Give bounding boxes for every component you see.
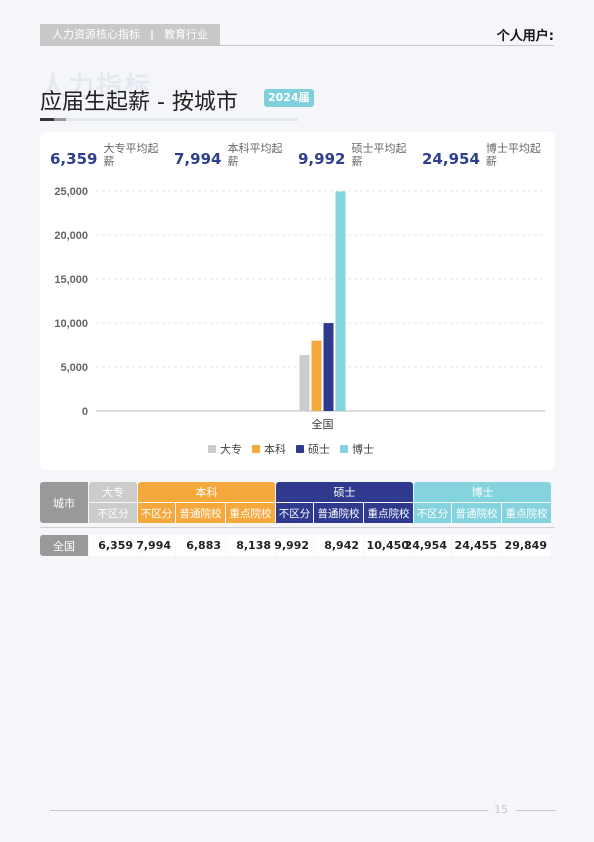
legend-label: 博士 [352,443,374,456]
stat-shuoshi: 9,992 硕士平均起薪 [298,142,413,168]
table-cell: 24,954 [405,535,451,556]
table-subheader: 重点院校 [502,503,551,523]
table-cell: 8,942 [314,535,363,556]
table-cell: 10,450 [364,535,413,556]
table-subheader: 不区分 [414,503,451,523]
y-tick-label: 5,000 [60,362,88,374]
user-label: 个人用户: [496,29,554,44]
stat-label: 硕士平均起薪 [351,142,407,168]
stat-label: 大专平均起薪 [103,142,159,168]
legend-swatch [252,445,260,453]
legend-item: 博士 [340,441,374,457]
y-tick-label: 10,000 [54,318,88,330]
y-tick-label: 20,000 [54,230,88,242]
table-cell: 8,138 [226,535,275,556]
stat-label: 本科平均起薪 [227,142,283,168]
table-subheader: 普通院校 [176,503,225,523]
bar-硕士 [323,323,334,411]
stat-value: 9,992 [298,150,346,168]
table-header-group: 硕士 [276,482,413,502]
table-header-city: 城市 [40,482,88,523]
table-subheader: 普通院校 [314,503,363,523]
legend-label: 硕士 [308,443,330,456]
title-underline [40,118,298,121]
table-cell: 29,849 [502,535,551,556]
bar-大专 [299,355,310,411]
table-subheader: 普通院校 [452,503,501,523]
report-tag: 人力资源核心指标 | 教育行业 [40,24,221,45]
footer-divider [50,810,488,811]
salary-bar-chart: 0 5,000 10,000 15,000 20,000 25,000 全国 [54,186,545,431]
y-tick-label: 15,000 [54,274,88,286]
table-subheader: 重点院校 [226,503,275,523]
stat-value: 6,359 [50,150,98,168]
table-header-group: 博士 [414,482,551,502]
legend-item: 大专 [208,441,242,457]
page-number: 15 [494,803,508,816]
bar-博士 [335,191,346,411]
table-cell: 24,455 [452,535,501,556]
section-watermark: 人力指标 [40,72,153,102]
year-badge: 2024届 [264,89,314,107]
footer-divider [516,810,556,811]
table-subheader: 不区分 [89,503,137,523]
report-industry: 教育行业 [164,28,209,41]
table-divider [40,527,555,528]
report-category: 人力资源核心指标 [52,28,140,41]
chart-legend: 大专 本科 硕士 博士 [208,441,374,457]
table-cell: 9,992 [274,535,313,556]
y-tick-label: 25,000 [54,186,88,198]
table-cell: 6,359 [89,535,137,556]
table-cell: 6,883 [176,535,225,556]
legend-item: 硕士 [296,441,330,457]
legend-label: 大专 [220,443,242,456]
stat-boshi: 24,954 博士平均起薪 [422,142,548,168]
table-subheader: 不区分 [138,503,175,523]
stat-dazhuan: 6,359 大专平均起薪 [50,142,165,168]
stat-benke: 7,994 本科平均起薪 [174,142,289,168]
bar-本科 [311,340,322,411]
tag-separator: | [150,28,155,41]
table-cell: 7,994 [136,535,175,556]
legend-item: 本科 [252,441,286,457]
table-header-group: 大专 [89,482,137,502]
header-divider [40,45,554,46]
stat-value: 24,954 [422,150,480,168]
x-tick-label: 全国 [312,417,334,431]
chart-card: 6,359 大专平均起薪 7,994 本科平均起薪 9,992 硕士平均起薪 2… [40,132,555,470]
table-subheader: 重点院校 [364,503,413,523]
table-row-city: 全国 [40,535,88,556]
legend-swatch [296,445,304,453]
legend-swatch [208,445,216,453]
legend-swatch [340,445,348,453]
stat-value: 7,994 [174,150,222,168]
legend-label: 本科 [264,443,286,456]
stat-label: 博士平均起薪 [485,142,541,168]
page-title: 应届生起薪 - 按城市 [40,90,238,115]
table-header-group: 本科 [138,482,275,502]
y-tick-label: 0 [82,406,88,418]
table-subheader: 不区分 [276,503,313,523]
